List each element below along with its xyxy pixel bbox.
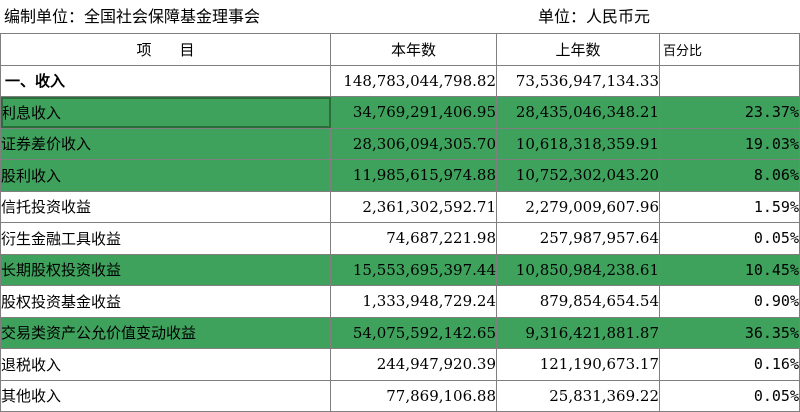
row-label[interactable]: 退税收入 <box>0 348 331 381</box>
percent-value[interactable]: 8.06% <box>659 159 800 192</box>
row-label[interactable]: 股权投资基金收益 <box>0 285 331 318</box>
row-label[interactable]: 衍生金融工具收益 <box>0 222 331 255</box>
table-row: 一、收入 148,783,044,798.82 73,536,947,134.33 <box>0 64 800 97</box>
previous-year-value[interactable]: 257,987,957.64 <box>496 222 660 255</box>
current-year-value[interactable]: 11,985,615,974.88 <box>330 159 497 192</box>
previous-year-value[interactable]: 121,190,673.17 <box>496 348 660 381</box>
table-row: 退税收入 244,947,920.39 121,190,673.17 0.16% <box>0 348 800 381</box>
table-row: 其他收入 77,869,106.88 25,831,369.22 0.05% <box>0 379 800 412</box>
table-row: 交易类资产公允价值变动收益 54,075,592,142.65 9,316,421,… <box>0 316 800 349</box>
table-row: 信托投资收益 2,361,302,592.71 2,279,009,607.96 1.… <box>0 190 800 223</box>
item-header: 项目 <box>136 40 223 59</box>
percent-value[interactable]: 0.05% <box>659 379 800 412</box>
percent-value[interactable]: 23.37% <box>659 96 800 129</box>
current-year-value[interactable]: 74,687,221.98 <box>330 222 497 255</box>
row-label[interactable]: 一、收入 <box>0 64 331 97</box>
current-year-header[interactable]: 本年数 <box>330 33 497 66</box>
percent-value[interactable]: 10.45% <box>659 253 800 286</box>
percent-value[interactable]: 0.05% <box>659 222 800 255</box>
previous-year-value[interactable]: 10,850,984,238.61 <box>496 253 660 286</box>
previous-year-value[interactable]: 10,618,318,359.91 <box>496 127 660 160</box>
row-label[interactable]: 证券差价收入 <box>0 127 331 160</box>
compiling-unit: 编制单位：全国社会保障基金理事会 <box>4 7 261 26</box>
current-year-value[interactable]: 77,869,106.88 <box>330 379 497 412</box>
row-label[interactable]: 交易类资产公允价值变动收益 <box>0 316 331 349</box>
table-row: 衍生金融工具收益 74,687,221.98 257,987,957.64 0.05% <box>0 222 800 255</box>
previous-year-value[interactable]: 879,854,654.54 <box>496 285 660 318</box>
table-row: 利息收入 34,769,291,406.95 28,435,046,348.21 23… <box>0 96 800 129</box>
current-year-value[interactable]: 34,769,291,406.95 <box>330 96 497 129</box>
table-row: 股利收入 11,985,615,974.88 10,752,302,043.20 8.… <box>0 159 800 192</box>
header-row: 项目 本年数 上年数 百分比 <box>0 33 800 66</box>
percent-header[interactable]: 百分比 <box>659 33 800 66</box>
report-header: 编制单位：全国社会保障基金理事会 单位：人民币元 <box>0 0 800 33</box>
previous-year-header[interactable]: 上年数 <box>496 33 660 66</box>
percent-value[interactable]: 19.03% <box>659 127 800 160</box>
previous-year-value[interactable]: 10,752,302,043.20 <box>496 159 660 192</box>
current-year-value[interactable]: 54,075,592,142.65 <box>330 316 497 349</box>
previous-year-value[interactable]: 2,279,009,607.96 <box>496 190 660 223</box>
current-year-value[interactable]: 15,553,695,397.44 <box>330 253 497 286</box>
previous-year-value[interactable]: 28,435,046,348.21 <box>496 96 660 129</box>
current-year-value[interactable]: 148,783,044,798.82 <box>330 64 497 97</box>
percent-value[interactable] <box>659 64 800 97</box>
row-label[interactable]: 利息收入 <box>0 96 331 129</box>
percent-value[interactable]: 36.35% <box>659 316 800 349</box>
previous-year-value[interactable]: 9,316,421,881.87 <box>496 316 660 349</box>
current-year-value[interactable]: 28,306,094,305.70 <box>330 127 497 160</box>
previous-year-value[interactable]: 25,831,369.22 <box>496 379 660 412</box>
percent-value[interactable]: 0.16% <box>659 348 800 381</box>
income-table: 项目 本年数 上年数 百分比 一、收入 148,783,044,798.82 73,… <box>0 33 800 412</box>
currency-unit: 单位：人民币元 <box>538 7 651 26</box>
table-row: 股权投资基金收益 1,333,948,729.24 879,854,654.54 0.… <box>0 285 800 318</box>
percent-value[interactable]: 1.59% <box>659 190 800 223</box>
row-label[interactable]: 其他收入 <box>0 379 331 412</box>
row-label[interactable]: 长期股权投资收益 <box>0 253 331 286</box>
percent-value[interactable]: 0.90% <box>659 285 800 318</box>
row-label[interactable]: 信托投资收益 <box>0 190 331 223</box>
current-year-value[interactable]: 1,333,948,729.24 <box>330 285 497 318</box>
current-year-value[interactable]: 244,947,920.39 <box>330 348 497 381</box>
previous-year-value[interactable]: 73,536,947,134.33 <box>496 64 660 97</box>
row-label[interactable]: 股利收入 <box>0 159 331 192</box>
table-row: 长期股权投资收益 15,553,695,397.44 10,850,984,238.… <box>0 253 800 286</box>
cell[interactable]: 项目 <box>0 33 331 66</box>
current-year-value[interactable]: 2,361,302,592.71 <box>330 190 497 223</box>
table-row: 证券差价收入 28,306,094,305.70 10,618,318,359.91… <box>0 127 800 160</box>
